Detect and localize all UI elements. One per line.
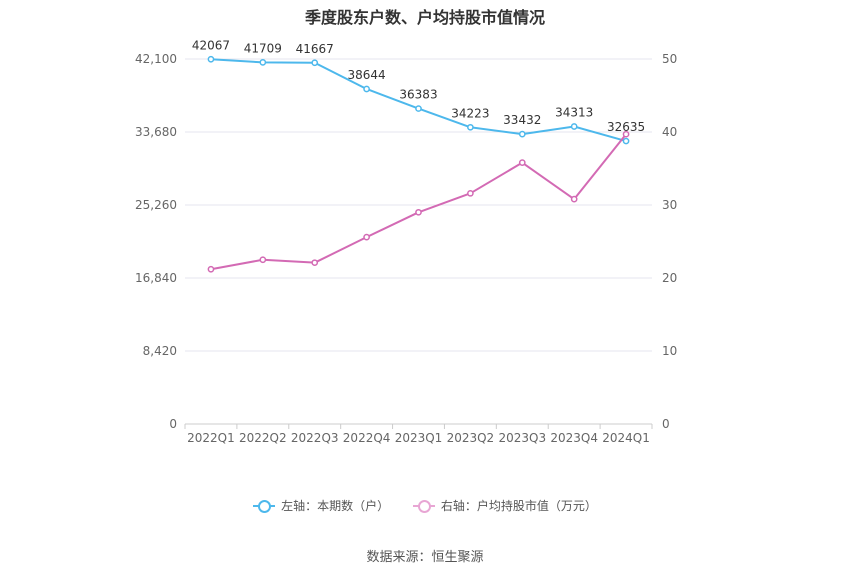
households-data-point bbox=[518, 130, 526, 138]
households-data-point bbox=[311, 59, 319, 67]
y-right-tick-label: 10 bbox=[662, 344, 677, 358]
y-left-tick-label: 42,100 bbox=[135, 52, 177, 66]
y-left-tick-label: 33,680 bbox=[135, 125, 177, 139]
chart-title: 季度股东户数、户均持股市值情况 bbox=[304, 8, 545, 27]
x-tick-label: 2022Q4 bbox=[343, 431, 391, 445]
x-tick-label: 2023Q2 bbox=[447, 431, 495, 445]
households-data-point bbox=[467, 123, 474, 131]
legend-item-market-value[interactable]: 右轴：户均持股市值（万元） bbox=[412, 497, 597, 514]
y-right-tick-label: 30 bbox=[662, 198, 677, 212]
households-data-label: 42067 bbox=[192, 38, 230, 52]
legend-label-market-value: 右轴：户均持股市值（万元） bbox=[440, 499, 597, 513]
households-data-label: 33432 bbox=[503, 113, 541, 127]
y-right-tick-label: 0 bbox=[662, 417, 670, 431]
y-left-tick-label: 16,840 bbox=[135, 271, 177, 285]
y-right-tick-label: 50 bbox=[662, 52, 677, 66]
y-axis-left: 0 8,420 16,840 25,260 33,680 42,100 bbox=[135, 52, 177, 431]
legend-label-households: 左轴：本期数（户） bbox=[281, 499, 390, 513]
x-tick-label: 2022Q1 bbox=[187, 431, 235, 445]
market-value-data-point bbox=[311, 259, 319, 267]
y-right-tick-label: 40 bbox=[662, 125, 677, 139]
legend-item-households[interactable]: 左轴：本期数（户） bbox=[253, 497, 389, 514]
x-tick-label: 2024Q1 bbox=[602, 431, 650, 445]
legend-swatch-households bbox=[253, 499, 276, 513]
market-value-data-point bbox=[570, 195, 578, 203]
market-value-data-point bbox=[259, 256, 267, 264]
households-data-label: 36383 bbox=[399, 88, 437, 102]
x-tick-label: 2023Q1 bbox=[395, 431, 443, 445]
households-data-label: 41709 bbox=[244, 41, 282, 55]
x-tick-label: 2022Q2 bbox=[239, 431, 287, 445]
market-value-data-point bbox=[622, 130, 630, 138]
households-data-point bbox=[570, 123, 578, 130]
households-data-label: 34313 bbox=[555, 106, 593, 120]
households-data-label: 38644 bbox=[348, 68, 386, 82]
y-left-tick-label: 0 bbox=[169, 417, 177, 431]
y-left-tick-label: 25,260 bbox=[135, 198, 177, 212]
x-tick-label: 2023Q4 bbox=[550, 431, 598, 445]
households-data-point bbox=[363, 85, 370, 93]
households-data-point bbox=[207, 55, 215, 63]
grid-lines bbox=[185, 58, 652, 425]
y-right-tick-label: 20 bbox=[662, 271, 677, 285]
market-value-data-point bbox=[363, 233, 370, 241]
x-axis: 2022Q1 2022Q2 2022Q3 2022Q4 2023Q1 2023Q2 2023… bbox=[184, 424, 653, 445]
legend: 左轴：本期数（户） 右轴：户均持股市值（万元） bbox=[0, 497, 850, 515]
y-left-tick-label: 8,420 bbox=[143, 344, 177, 358]
y-axis-right: 0 10 20 30 40 50 bbox=[662, 52, 677, 431]
households-data-label: 32635 bbox=[607, 120, 645, 134]
data-source: 数据来源：恒生聚源 bbox=[366, 550, 484, 565]
market-value-data-point bbox=[207, 265, 215, 273]
market-value-data-point bbox=[415, 208, 422, 216]
households-data-label: 41667 bbox=[296, 42, 334, 56]
x-tick-label: 2023Q3 bbox=[498, 431, 546, 445]
market-value-series-line bbox=[210, 133, 627, 271]
series-group: 42067 41709 41667 38644 36383 34223 33432 34313… bbox=[192, 38, 645, 273]
market-value-data-point bbox=[467, 189, 474, 197]
x-tick-label: 2022Q3 bbox=[291, 431, 339, 445]
market-value-data-point bbox=[518, 159, 526, 167]
households-data-point bbox=[622, 137, 630, 145]
households-data-point bbox=[259, 59, 267, 66]
households-data-label: 34223 bbox=[451, 106, 489, 120]
legend-swatch-market-value bbox=[412, 499, 435, 513]
households-data-point bbox=[415, 105, 422, 112]
